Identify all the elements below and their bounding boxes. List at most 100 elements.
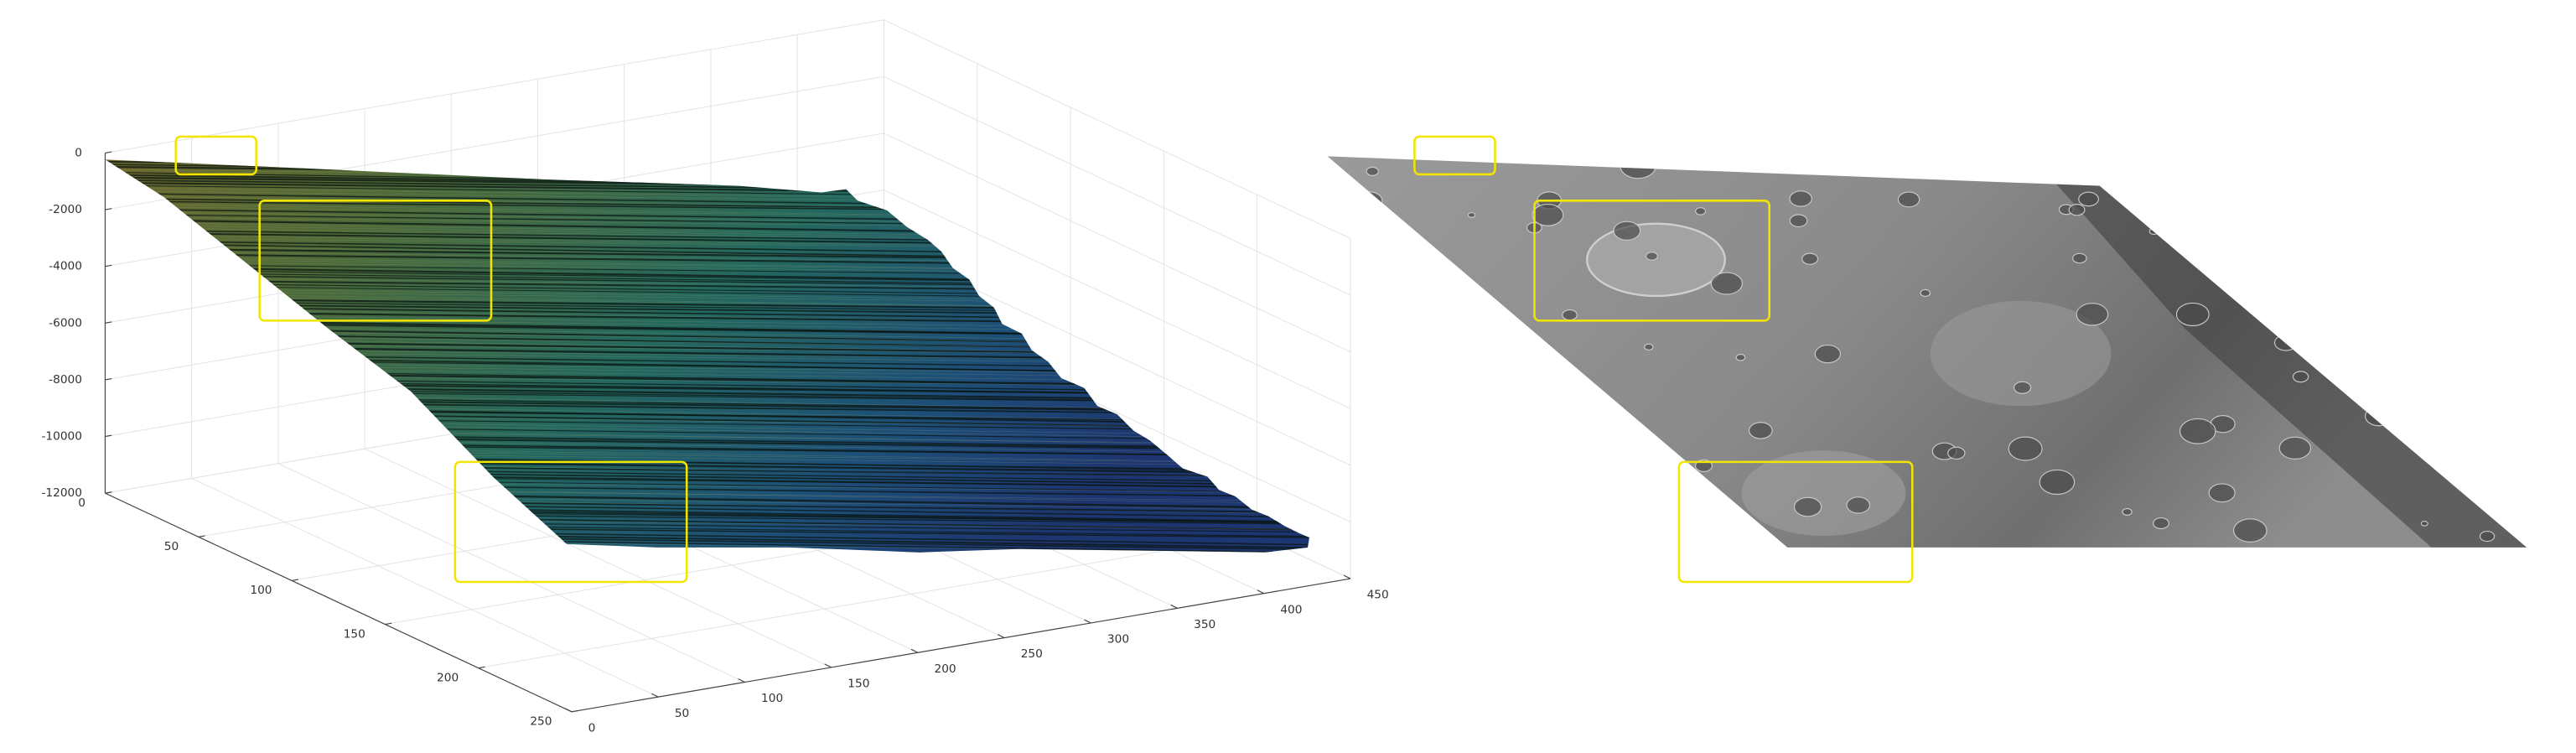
crater — [1814, 344, 1842, 364]
y-tick — [198, 535, 205, 537]
z-tick-label: -10000 — [41, 430, 82, 444]
z-tick-label: -2000 — [49, 203, 82, 216]
lunar-image — [1327, 156, 2527, 548]
y-tick-label: 150 — [344, 627, 365, 641]
crater — [2479, 530, 2496, 543]
highlight-box — [174, 135, 258, 176]
crater — [1793, 496, 1822, 517]
surface-texture — [105, 549, 1309, 553]
grid-line — [478, 534, 1257, 669]
z-tick — [105, 434, 112, 438]
crater — [1485, 472, 1517, 496]
crater — [2153, 517, 2169, 530]
surface-texture — [65, 563, 1347, 581]
crater — [1602, 462, 1614, 471]
x-tick-label: 0 — [588, 721, 596, 735]
crater — [2365, 406, 2393, 427]
crater — [1897, 191, 1920, 208]
grid-line — [884, 132, 1351, 353]
grid-line — [105, 19, 884, 153]
crater — [1467, 211, 1476, 218]
crater — [2076, 303, 2109, 326]
crater — [1710, 272, 1743, 295]
crater — [2039, 469, 2076, 496]
crater — [1646, 252, 1658, 261]
crater — [2008, 436, 2043, 461]
crater — [1562, 309, 1578, 321]
crater — [1741, 450, 1906, 537]
crater — [1789, 214, 1808, 227]
y-tick-label: 50 — [164, 540, 179, 553]
z-tick-label: 0 — [75, 146, 82, 159]
crater — [1735, 353, 1746, 361]
x-tick — [998, 634, 1005, 639]
z-tick — [105, 321, 112, 324]
crater — [2420, 521, 2428, 527]
y-tick-label: 100 — [250, 584, 272, 597]
y-tick — [385, 622, 392, 626]
x-tick — [1170, 604, 1178, 609]
crater — [2425, 245, 2443, 257]
crater — [1394, 449, 1432, 475]
y-tick — [105, 491, 112, 494]
y-tick-label: 250 — [530, 715, 552, 729]
x-axis — [571, 578, 1351, 713]
annotation-boxes — [1413, 135, 1914, 584]
crater — [1494, 395, 1521, 415]
crater — [1930, 300, 2112, 407]
crater — [2068, 204, 2086, 216]
x-tick-label: 350 — [1194, 618, 1215, 631]
crater — [1694, 207, 1707, 216]
highlight-box — [454, 460, 688, 584]
x-tick — [824, 663, 832, 668]
surface-texture — [65, 553, 1347, 568]
crater — [2126, 160, 2140, 171]
x-tick — [1084, 619, 1091, 624]
highlight-box — [1533, 200, 1771, 322]
crater — [2013, 381, 2032, 394]
x-tick-label: 200 — [934, 662, 956, 676]
grid-line — [884, 190, 1351, 409]
crater — [1748, 422, 1773, 439]
grid-line — [277, 463, 745, 683]
x-tick-label: 250 — [1021, 647, 1043, 661]
crater — [1485, 334, 1506, 350]
crater — [2278, 436, 2312, 460]
crater — [1789, 190, 1812, 207]
crater — [2292, 371, 2309, 383]
crater — [2035, 160, 2050, 171]
crater — [2439, 245, 2470, 266]
crater — [2122, 507, 2133, 516]
x-tick-label: 100 — [761, 692, 783, 705]
crater — [1697, 538, 1707, 545]
crater — [2257, 217, 2289, 240]
highlight-box — [1677, 460, 1914, 584]
grid-line — [191, 478, 659, 698]
crater — [1846, 496, 1871, 514]
crater — [2233, 518, 2268, 543]
crater — [2175, 302, 2210, 327]
x-tick-label: 150 — [847, 677, 869, 690]
crater — [1613, 221, 1641, 241]
crater — [1532, 203, 1564, 226]
z-tick-label: -12000 — [41, 486, 82, 500]
highlight-box — [1413, 135, 1496, 176]
z-tick — [105, 208, 112, 210]
crater — [1801, 252, 1819, 265]
crater — [2351, 314, 2371, 328]
z-tick-label: -4000 — [49, 260, 82, 273]
crater — [1586, 222, 1726, 298]
x-tick-label: 400 — [1280, 603, 1302, 616]
crater — [1920, 288, 1931, 298]
x-tick-label: 300 — [1107, 633, 1129, 647]
x-tick — [1257, 589, 1265, 595]
x-tick — [651, 693, 659, 698]
grid-line — [884, 75, 1351, 296]
grid-line — [364, 448, 832, 668]
x-tick — [738, 678, 745, 683]
z-tick — [105, 151, 112, 154]
crater — [1383, 367, 1412, 388]
z-tick — [105, 264, 112, 267]
shadow — [2053, 180, 2527, 548]
x-tick — [1343, 574, 1351, 579]
